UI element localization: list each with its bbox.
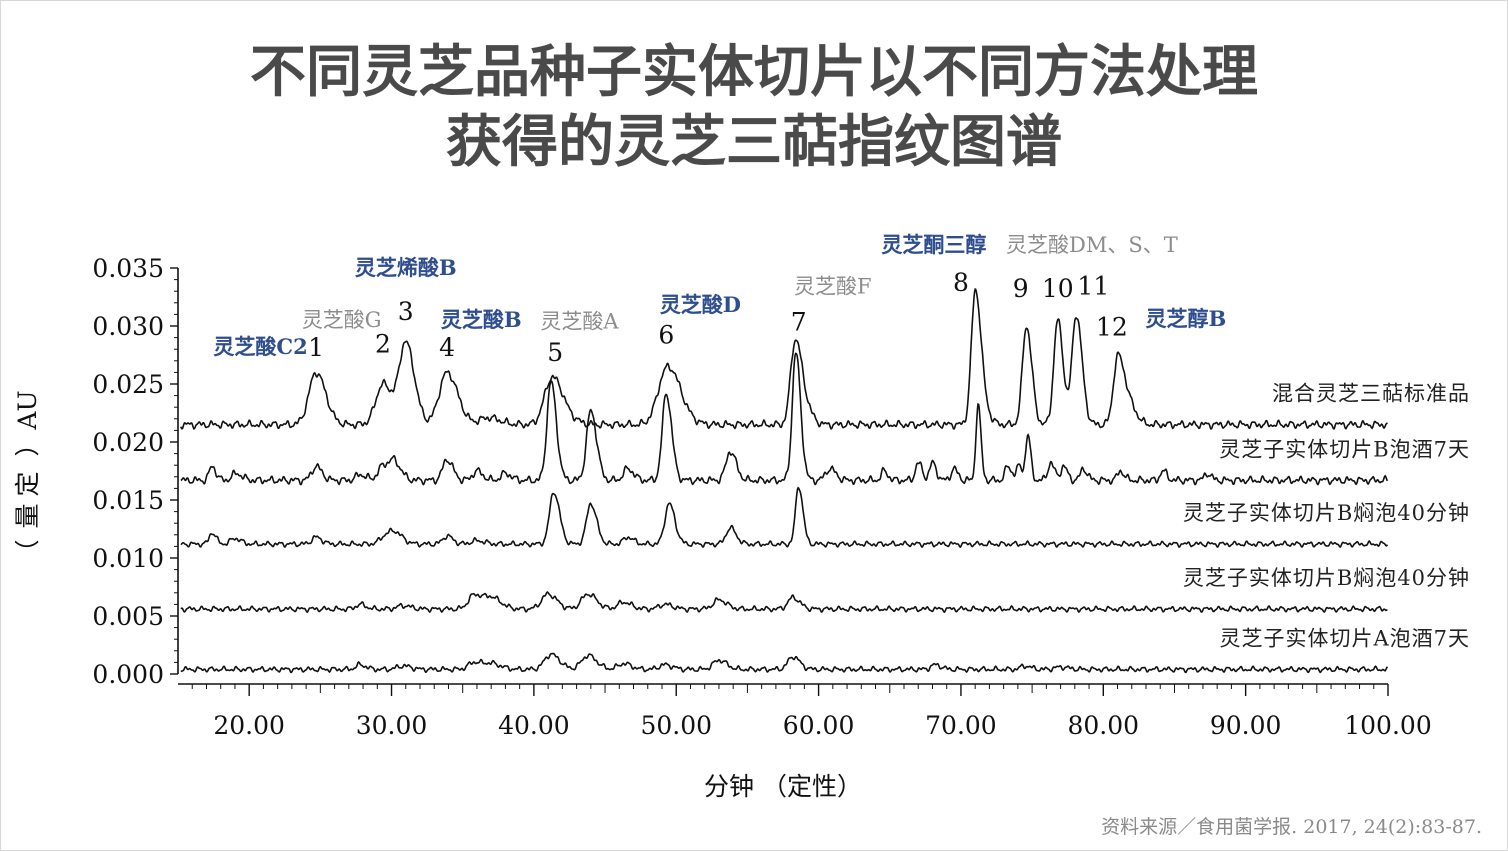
compound-annotation: 灵芝烯酸B: [355, 255, 457, 280]
y-axis-label-char: AU: [13, 390, 42, 430]
peak-number-label: 3: [398, 297, 414, 326]
trace-label-1: 混合灵芝三萜标准品: [1272, 382, 1470, 406]
y-tick-label: 0.000: [92, 660, 164, 689]
y-axis-label-char: （: [13, 539, 42, 564]
peak-number-label: 1: [308, 333, 324, 362]
trace-line-1: [180, 288, 1388, 431]
x-tick-label: 40.00: [498, 711, 570, 740]
trace-line-3: [180, 486, 1389, 549]
compound-annotation: 灵芝酸G: [302, 308, 382, 332]
y-tick-label: 0.025: [92, 370, 164, 399]
compound-annotation: 灵芝酸B: [441, 307, 522, 332]
peak-number-label: 5: [547, 338, 563, 367]
x-tick-label: 20.00: [213, 711, 285, 740]
trace-label-3: 灵芝子实体切片B焖泡40分钟: [1183, 501, 1470, 525]
x-tick-label: 100.00: [1344, 711, 1431, 740]
peak-number-label: 6: [658, 320, 674, 349]
x-tick-label: 50.00: [640, 711, 712, 740]
peak-number-label: 7: [791, 308, 807, 337]
x-tick-label: 70.00: [925, 711, 997, 740]
trace-line-4: [180, 591, 1388, 614]
y-tick-label: 0.015: [92, 486, 164, 515]
x-tick-label: 30.00: [356, 711, 428, 740]
trace-label-5: 灵芝子实体切片A泡酒7天: [1219, 626, 1470, 650]
peak-number-label: 9: [1013, 274, 1029, 303]
compound-annotation: 灵芝醇B: [1145, 306, 1226, 331]
x-tick-label: 90.00: [1210, 711, 1282, 740]
x-axis-label: 分钟 （定性）: [704, 772, 862, 801]
trace-label-4: 灵芝子实体切片B焖泡40分钟: [1183, 566, 1470, 590]
x-tick-label: 80.00: [1068, 711, 1140, 740]
y-tick-label: 0.020: [92, 428, 164, 457]
y-tick-label: 0.035: [92, 254, 164, 283]
compound-annotation: 灵芝酸D: [660, 292, 741, 317]
peak-number-label: 12: [1096, 312, 1128, 341]
y-axis-label-char: 量: [13, 503, 42, 528]
peak-number-label: 8: [953, 268, 969, 297]
compound-annotation: 灵芝酮三醇: [881, 232, 986, 257]
peak-number-label: 10: [1042, 274, 1074, 303]
y-axis-label-char: 定: [13, 471, 42, 496]
compound-annotation: 灵芝酸C2: [213, 334, 307, 359]
x-tick-label: 60.00: [783, 711, 855, 740]
page-title-line-2: 获得的灵芝三萜指纹图谱: [446, 110, 1062, 175]
source-citation: 资料来源／食用菌学报. 2017, 24(2):83-87.: [1101, 816, 1482, 838]
y-tick-label: 0.010: [92, 544, 164, 573]
y-tick-label: 0.005: [92, 602, 164, 631]
page-title-line-1: 不同灵芝品种子实体切片以不同方法处理: [250, 40, 1258, 105]
trace-line-2: [180, 352, 1389, 486]
trace-line-5: [180, 652, 1389, 674]
y-tick-label: 0.030: [92, 312, 164, 341]
compound-annotation: 灵芝酸F: [794, 275, 872, 299]
peak-number-label: 4: [439, 333, 455, 362]
trace-label-2: 灵芝子实体切片B泡酒7天: [1219, 437, 1470, 461]
peak-number-label: 2: [375, 330, 391, 359]
y-axis-label-char: ）: [13, 431, 42, 456]
compound-annotation: 灵芝酸A: [540, 309, 619, 333]
compound-annotation: 灵芝酸DM、S、T: [1006, 233, 1178, 257]
peak-number-label: 11: [1077, 272, 1109, 301]
